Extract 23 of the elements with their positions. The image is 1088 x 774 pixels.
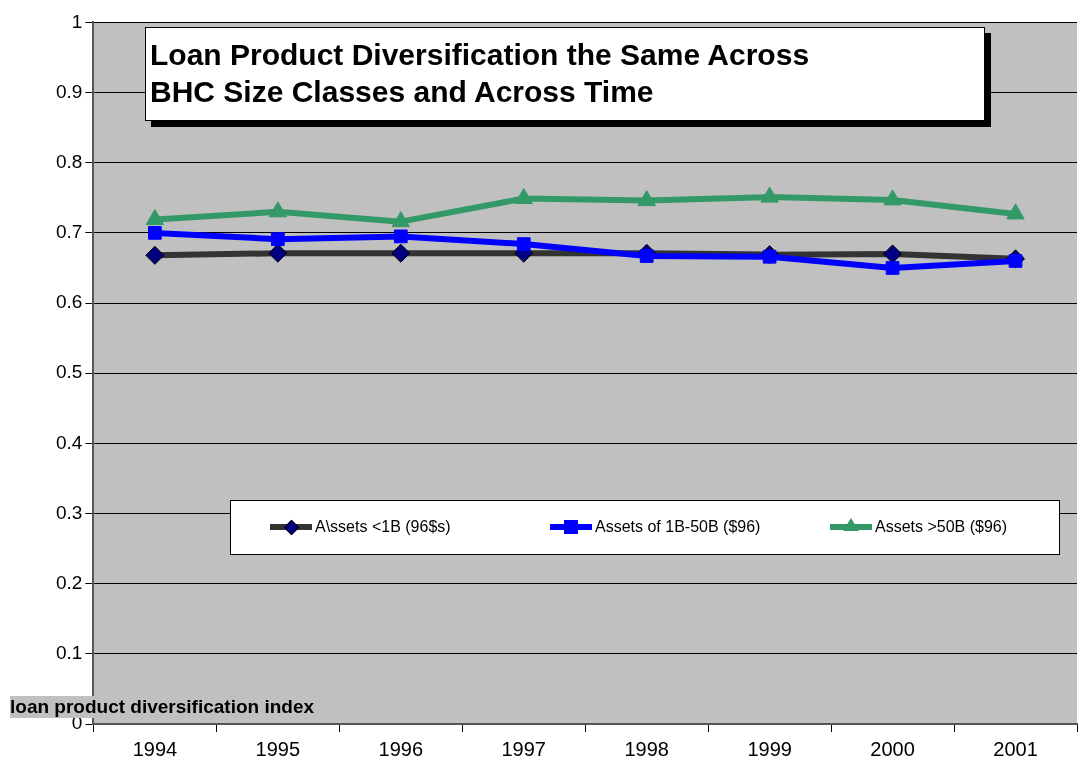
y-tick-label: 0.1 xyxy=(55,642,83,664)
y-tick-label: 1 xyxy=(71,10,83,32)
y-tick-label: 0.5 xyxy=(55,361,83,383)
y-tick-label: 0.3 xyxy=(55,501,83,523)
x-tick-label: 1998 xyxy=(624,737,669,760)
y-tick-label: 0.6 xyxy=(55,291,83,313)
x-tick-label: 1995 xyxy=(255,737,301,760)
y-tick-label: 0.7 xyxy=(55,221,83,243)
y-tick-label: 0.9 xyxy=(55,80,83,102)
x-tick-label: 2000 xyxy=(870,737,915,760)
x-tick-label: 1996 xyxy=(378,737,424,760)
x-tick-label: 2001 xyxy=(993,737,1038,760)
x-tick-label: 1999 xyxy=(747,737,792,760)
y-tick-label: 0.2 xyxy=(55,571,83,593)
y-axis-title: loan product diversification index xyxy=(10,696,315,718)
text: Loan Product Diversification the Same Across BHC Size Classes and Across Time xyxy=(150,37,811,110)
legend-label: Assets of 1B-50B ($96) xyxy=(595,518,761,536)
x-tick-label: 1997 xyxy=(501,737,546,760)
x-tick-label: 1994 xyxy=(132,737,178,760)
y-tick-label: 0.8 xyxy=(55,150,83,172)
y-tick-label: 0.4 xyxy=(55,431,83,453)
legend-label: Assets >50B ($96) xyxy=(875,518,1008,536)
legend-label: A\ssets <1B (96$s) xyxy=(315,518,451,536)
